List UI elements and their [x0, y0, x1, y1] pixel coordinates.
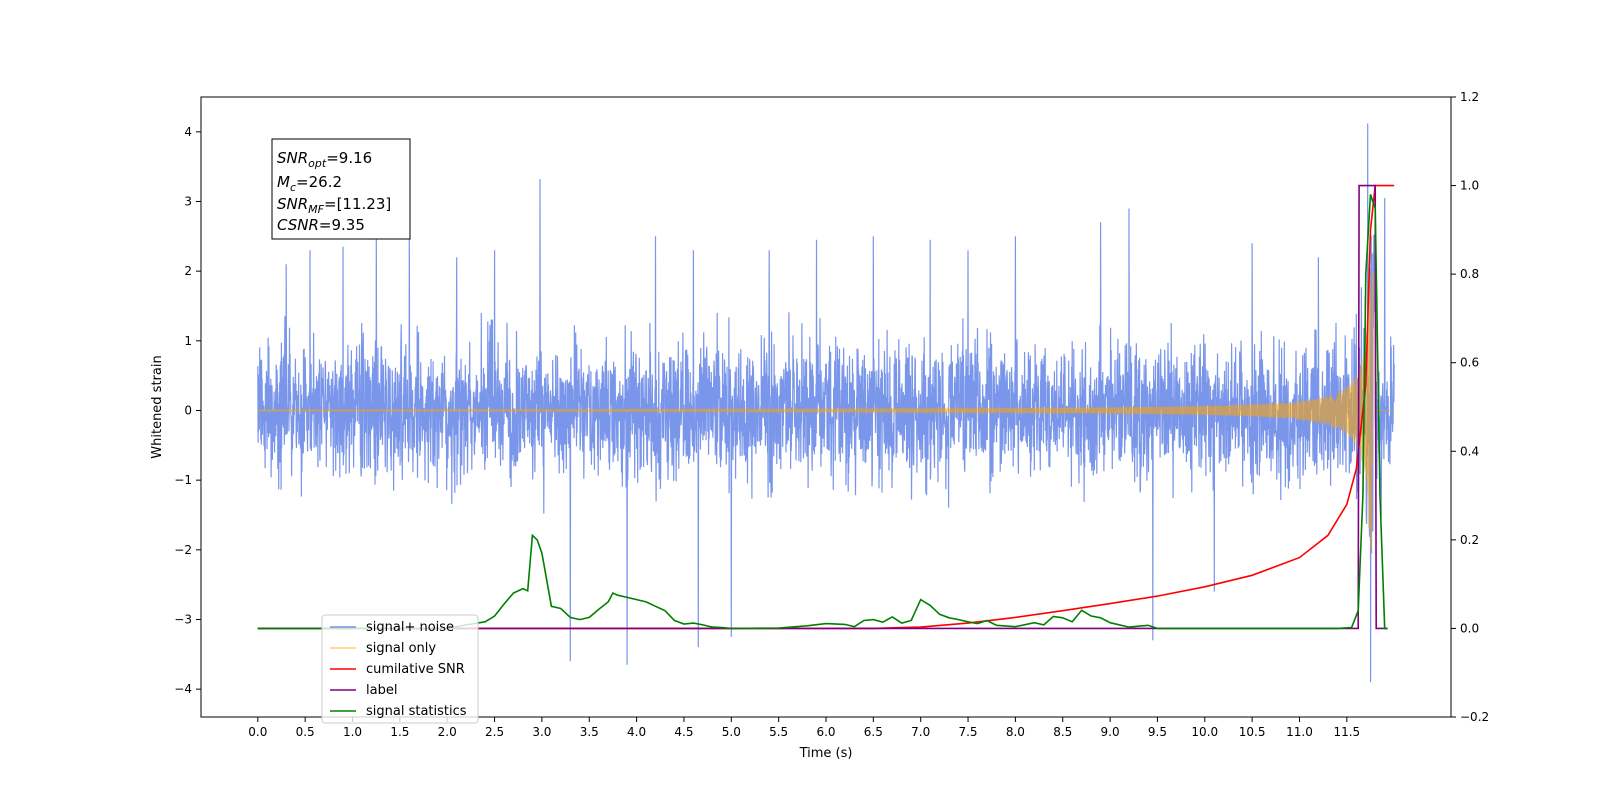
- annotation-snr-opt-sub: opt: [308, 157, 327, 170]
- annotation-mc-value: =26.2: [296, 173, 342, 191]
- x-tick-label: 0.0: [248, 725, 267, 739]
- annotation-snr-mf: SNRMF=[11.23]: [277, 195, 391, 216]
- x-tick-label: 11.5: [1333, 725, 1360, 739]
- x-tick-label: 2.5: [485, 725, 504, 739]
- annotation-csnr-value: =9.35: [319, 216, 365, 234]
- x-axis: 0.0 0.5 1.0 1.5 2.0 2.5 3.0 3.5 4.0 4.5 5.0 5.5 6.0 6…: [248, 717, 1360, 739]
- x-tick-label: 9.5: [1148, 725, 1167, 739]
- y-tick-label: −3: [174, 612, 192, 626]
- legend-label-cumilative-snr: cumilative SNR: [366, 662, 465, 677]
- y-tick-label: −2: [174, 543, 192, 557]
- annotation-frame: [271, 138, 411, 240]
- x-tick-label: 0.5: [296, 725, 315, 739]
- y2-tick-label: 1.2: [1460, 90, 1479, 104]
- y2-tick-label: 0.6: [1460, 356, 1479, 370]
- x-tick-label: 8.0: [1006, 725, 1025, 739]
- y2-tick-label: 0.0: [1460, 621, 1479, 635]
- x-tick-label: 7.0: [911, 725, 930, 739]
- annotation-snr-mf-symbol: SNR: [277, 195, 308, 213]
- x-tick-label: 8.5: [1053, 725, 1072, 739]
- legend-label-signal-statistics: signal statistics: [366, 704, 467, 719]
- y2-tick-label: 0.2: [1460, 533, 1479, 547]
- annotation-mc-symbol: M: [277, 173, 290, 191]
- annotation-snr-mf-sub: MF: [308, 203, 324, 216]
- x-tick-label: 5.5: [769, 725, 788, 739]
- x-axis-label: Time (s): [799, 746, 853, 761]
- y2-tick-label: 0.8: [1460, 267, 1479, 281]
- y-tick-label: 2: [184, 264, 192, 278]
- annotation-box: SNRopt=9.16 Mc=26.2 SNRMF=[11.23] CSNR=9…: [271, 138, 411, 240]
- annotation-mc: Mc=26.2: [277, 173, 342, 194]
- y2-tick-label: 0.4: [1460, 444, 1479, 458]
- x-tick-label: 6.5: [864, 725, 883, 739]
- x-tick-label: 1.0: [343, 725, 362, 739]
- legend-label-label: label: [366, 683, 397, 698]
- y-tick-label: 1: [184, 334, 192, 348]
- y-axis-right: −0.2 0.0 0.2 0.4 0.6 0.8 1.0 1.2: [1451, 90, 1489, 724]
- legend-frame: [321, 614, 479, 724]
- x-tick-label: 4.0: [627, 725, 646, 739]
- x-tick-label: 2.0: [438, 725, 457, 739]
- y2-tick-label: 1.0: [1460, 179, 1479, 193]
- series-layer: [257, 123, 1395, 683]
- y-tick-label: −1: [174, 473, 192, 487]
- annotation-csnr: CSNR=9.35: [277, 216, 365, 234]
- y-axis-left: −4 −3 −2 −1 0 1 2 3 4: [174, 125, 201, 696]
- x-tick-label: 1.5: [390, 725, 409, 739]
- x-tick-label: 9.0: [1101, 725, 1120, 739]
- annotation-mc-sub: c: [290, 181, 296, 194]
- x-tick-label: 10.5: [1239, 725, 1266, 739]
- x-tick-label: 11.0: [1286, 725, 1313, 739]
- y-tick-label: −4: [174, 682, 192, 696]
- y-tick-label: 3: [184, 194, 192, 208]
- x-tick-label: 10.0: [1191, 725, 1218, 739]
- x-tick-label: 3.5: [580, 725, 599, 739]
- series-line-signal-statistics: [257, 194, 1388, 630]
- x-tick-label: 5.0: [722, 725, 741, 739]
- annotation-snr-mf-value: =[11.23]: [324, 195, 391, 213]
- x-tick-label: 3.0: [532, 725, 551, 739]
- legend-label-signal-only: signal only: [366, 641, 436, 656]
- x-tick-label: 6.0: [816, 725, 835, 739]
- x-tick-label: 7.5: [958, 725, 977, 739]
- annotation-snr-opt-value: =9.16: [326, 149, 372, 167]
- annotation-snr-opt: SNRopt=9.16: [277, 149, 372, 170]
- annotation-snr-opt-symbol: SNR: [277, 149, 308, 167]
- y-tick-label: 4: [184, 125, 192, 139]
- series-line-signal-only: [257, 272, 1395, 550]
- annotation-csnr-symbol: CSNR: [277, 216, 319, 234]
- y-tick-label: 0: [184, 403, 192, 417]
- y2-tick-label: −0.2: [1460, 710, 1489, 724]
- y-axis-label: Whitened strain: [150, 355, 165, 458]
- series-line-signal-noise: [257, 123, 1395, 683]
- legend: signal+ noise signal only cumilative SNR la…: [321, 614, 479, 724]
- legend-label-signal-noise: signal+ noise: [366, 620, 454, 635]
- series-line-cumilative-snr: [257, 184, 1395, 630]
- x-tick-label: 4.5: [674, 725, 693, 739]
